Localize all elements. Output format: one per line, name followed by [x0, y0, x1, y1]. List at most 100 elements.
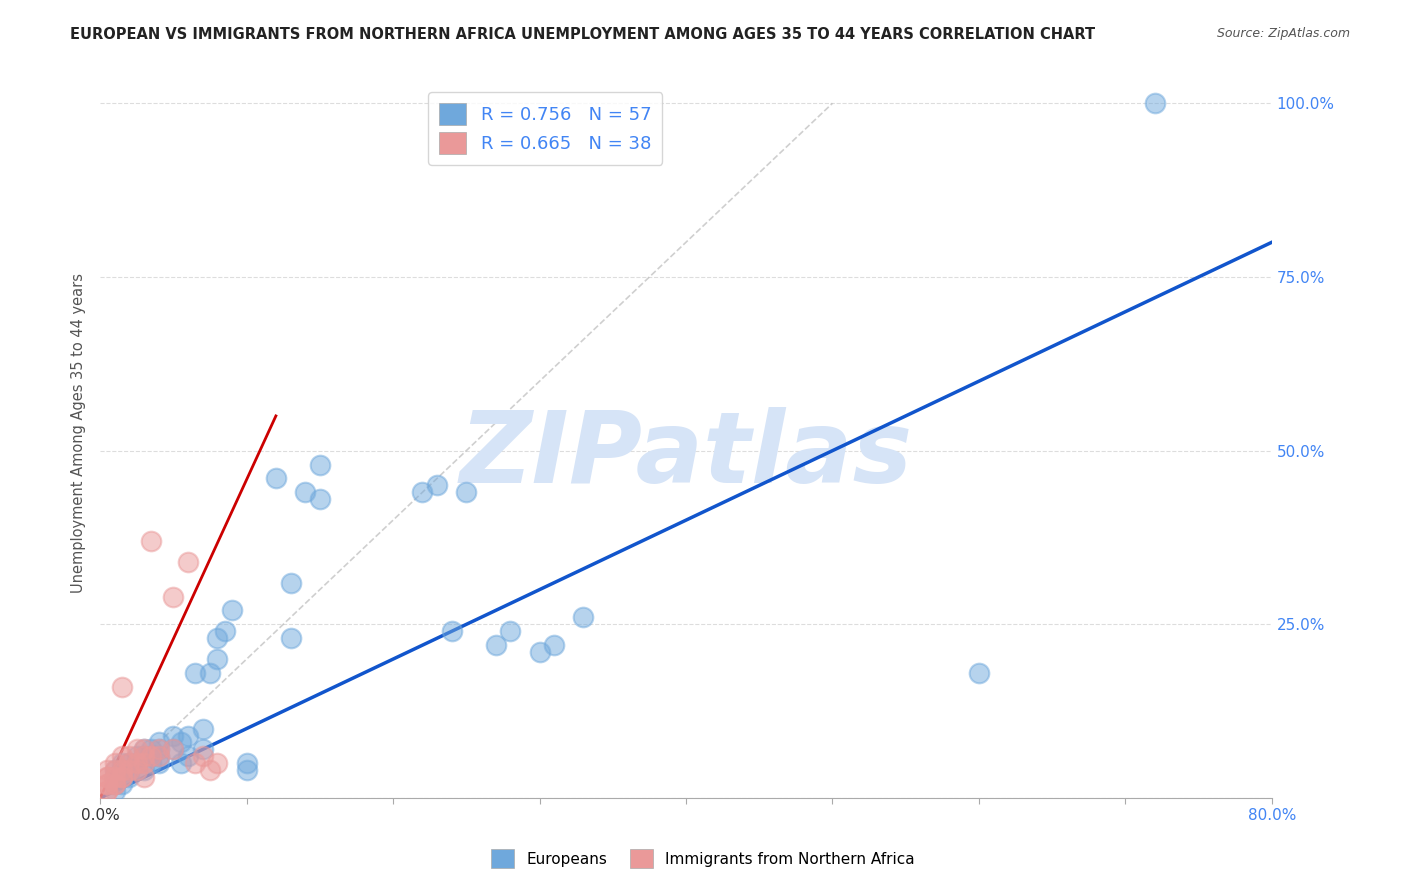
Point: [96, 777, 118, 791]
Y-axis label: Unemployment Among Ages 35 to 44 years: Unemployment Among Ages 35 to 44 years: [72, 273, 86, 593]
Point: [148, 749, 170, 764]
Point: [456, 485, 478, 500]
Point: [191, 722, 214, 736]
Text: Source: ZipAtlas.com: Source: ZipAtlas.com: [1216, 27, 1350, 40]
Point: [118, 764, 141, 778]
Point: [177, 555, 200, 569]
Point: [141, 533, 163, 548]
Point: [221, 603, 243, 617]
Point: [214, 624, 236, 639]
Point: [132, 770, 155, 784]
Point: [125, 749, 148, 764]
Point: [132, 756, 155, 771]
Point: [184, 665, 207, 680]
Point: [104, 770, 127, 784]
Point: [111, 770, 134, 784]
Point: [162, 742, 184, 756]
Point: [96, 770, 118, 784]
Point: [148, 756, 170, 771]
Point: [141, 749, 163, 764]
Point: [125, 742, 148, 756]
Legend: R = 0.756   N = 57, R = 0.665   N = 38: R = 0.756 N = 57, R = 0.665 N = 38: [429, 92, 662, 165]
Point: [148, 735, 170, 749]
Point: [148, 742, 170, 756]
Point: [162, 590, 184, 604]
Point: [207, 652, 229, 666]
Point: [132, 764, 155, 778]
Point: [170, 756, 193, 771]
Text: ZIPatlas: ZIPatlas: [460, 407, 912, 504]
Point: [141, 756, 163, 771]
Point: [308, 458, 330, 472]
Point: [235, 764, 257, 778]
Point: [499, 624, 522, 639]
Point: [440, 624, 463, 639]
Point: [543, 638, 565, 652]
Point: [96, 777, 118, 791]
Point: [125, 756, 148, 771]
Point: [96, 784, 118, 798]
Point: [111, 764, 134, 778]
Point: [177, 729, 200, 743]
Point: [148, 749, 170, 764]
Point: [111, 777, 134, 791]
Point: [125, 764, 148, 778]
Point: [191, 742, 214, 756]
Point: [96, 764, 118, 778]
Point: [111, 770, 134, 784]
Point: [235, 756, 257, 771]
Point: [111, 770, 134, 784]
Point: [294, 485, 316, 500]
Point: [118, 756, 141, 771]
Point: [141, 749, 163, 764]
Point: [162, 742, 184, 756]
Point: [264, 471, 287, 485]
Point: [484, 638, 506, 652]
Point: [111, 756, 134, 771]
Point: [104, 764, 127, 778]
Point: [118, 770, 141, 784]
Point: [104, 756, 127, 771]
Point: [1143, 96, 1166, 111]
Point: [132, 742, 155, 756]
Point: [104, 784, 127, 798]
Point: [280, 575, 302, 590]
Point: [104, 777, 127, 791]
Text: EUROPEAN VS IMMIGRANTS FROM NORTHERN AFRICA UNEMPLOYMENT AMONG AGES 35 TO 44 YEA: EUROPEAN VS IMMIGRANTS FROM NORTHERN AFR…: [70, 27, 1095, 42]
Point: [104, 770, 127, 784]
Point: [198, 665, 221, 680]
Legend: Europeans, Immigrants from Northern Africa: Europeans, Immigrants from Northern Afri…: [484, 841, 922, 875]
Point: [104, 764, 127, 778]
Point: [104, 777, 127, 791]
Point: [426, 478, 449, 492]
Point: [132, 742, 155, 756]
Point: [184, 756, 207, 771]
Point: [132, 749, 155, 764]
Point: [967, 665, 990, 680]
Point: [96, 770, 118, 784]
Point: [148, 742, 170, 756]
Point: [104, 777, 127, 791]
Point: [177, 749, 200, 764]
Point: [118, 756, 141, 771]
Point: [191, 749, 214, 764]
Point: [280, 632, 302, 646]
Point: [125, 764, 148, 778]
Point: [141, 742, 163, 756]
Point: [125, 756, 148, 771]
Point: [118, 764, 141, 778]
Point: [111, 749, 134, 764]
Point: [162, 729, 184, 743]
Point: [308, 492, 330, 507]
Point: [96, 784, 118, 798]
Point: [411, 485, 433, 500]
Point: [207, 632, 229, 646]
Point: [118, 749, 141, 764]
Point: [170, 735, 193, 749]
Point: [207, 756, 229, 771]
Point: [111, 680, 134, 694]
Point: [529, 645, 551, 659]
Point: [132, 749, 155, 764]
Point: [198, 764, 221, 778]
Point: [111, 764, 134, 778]
